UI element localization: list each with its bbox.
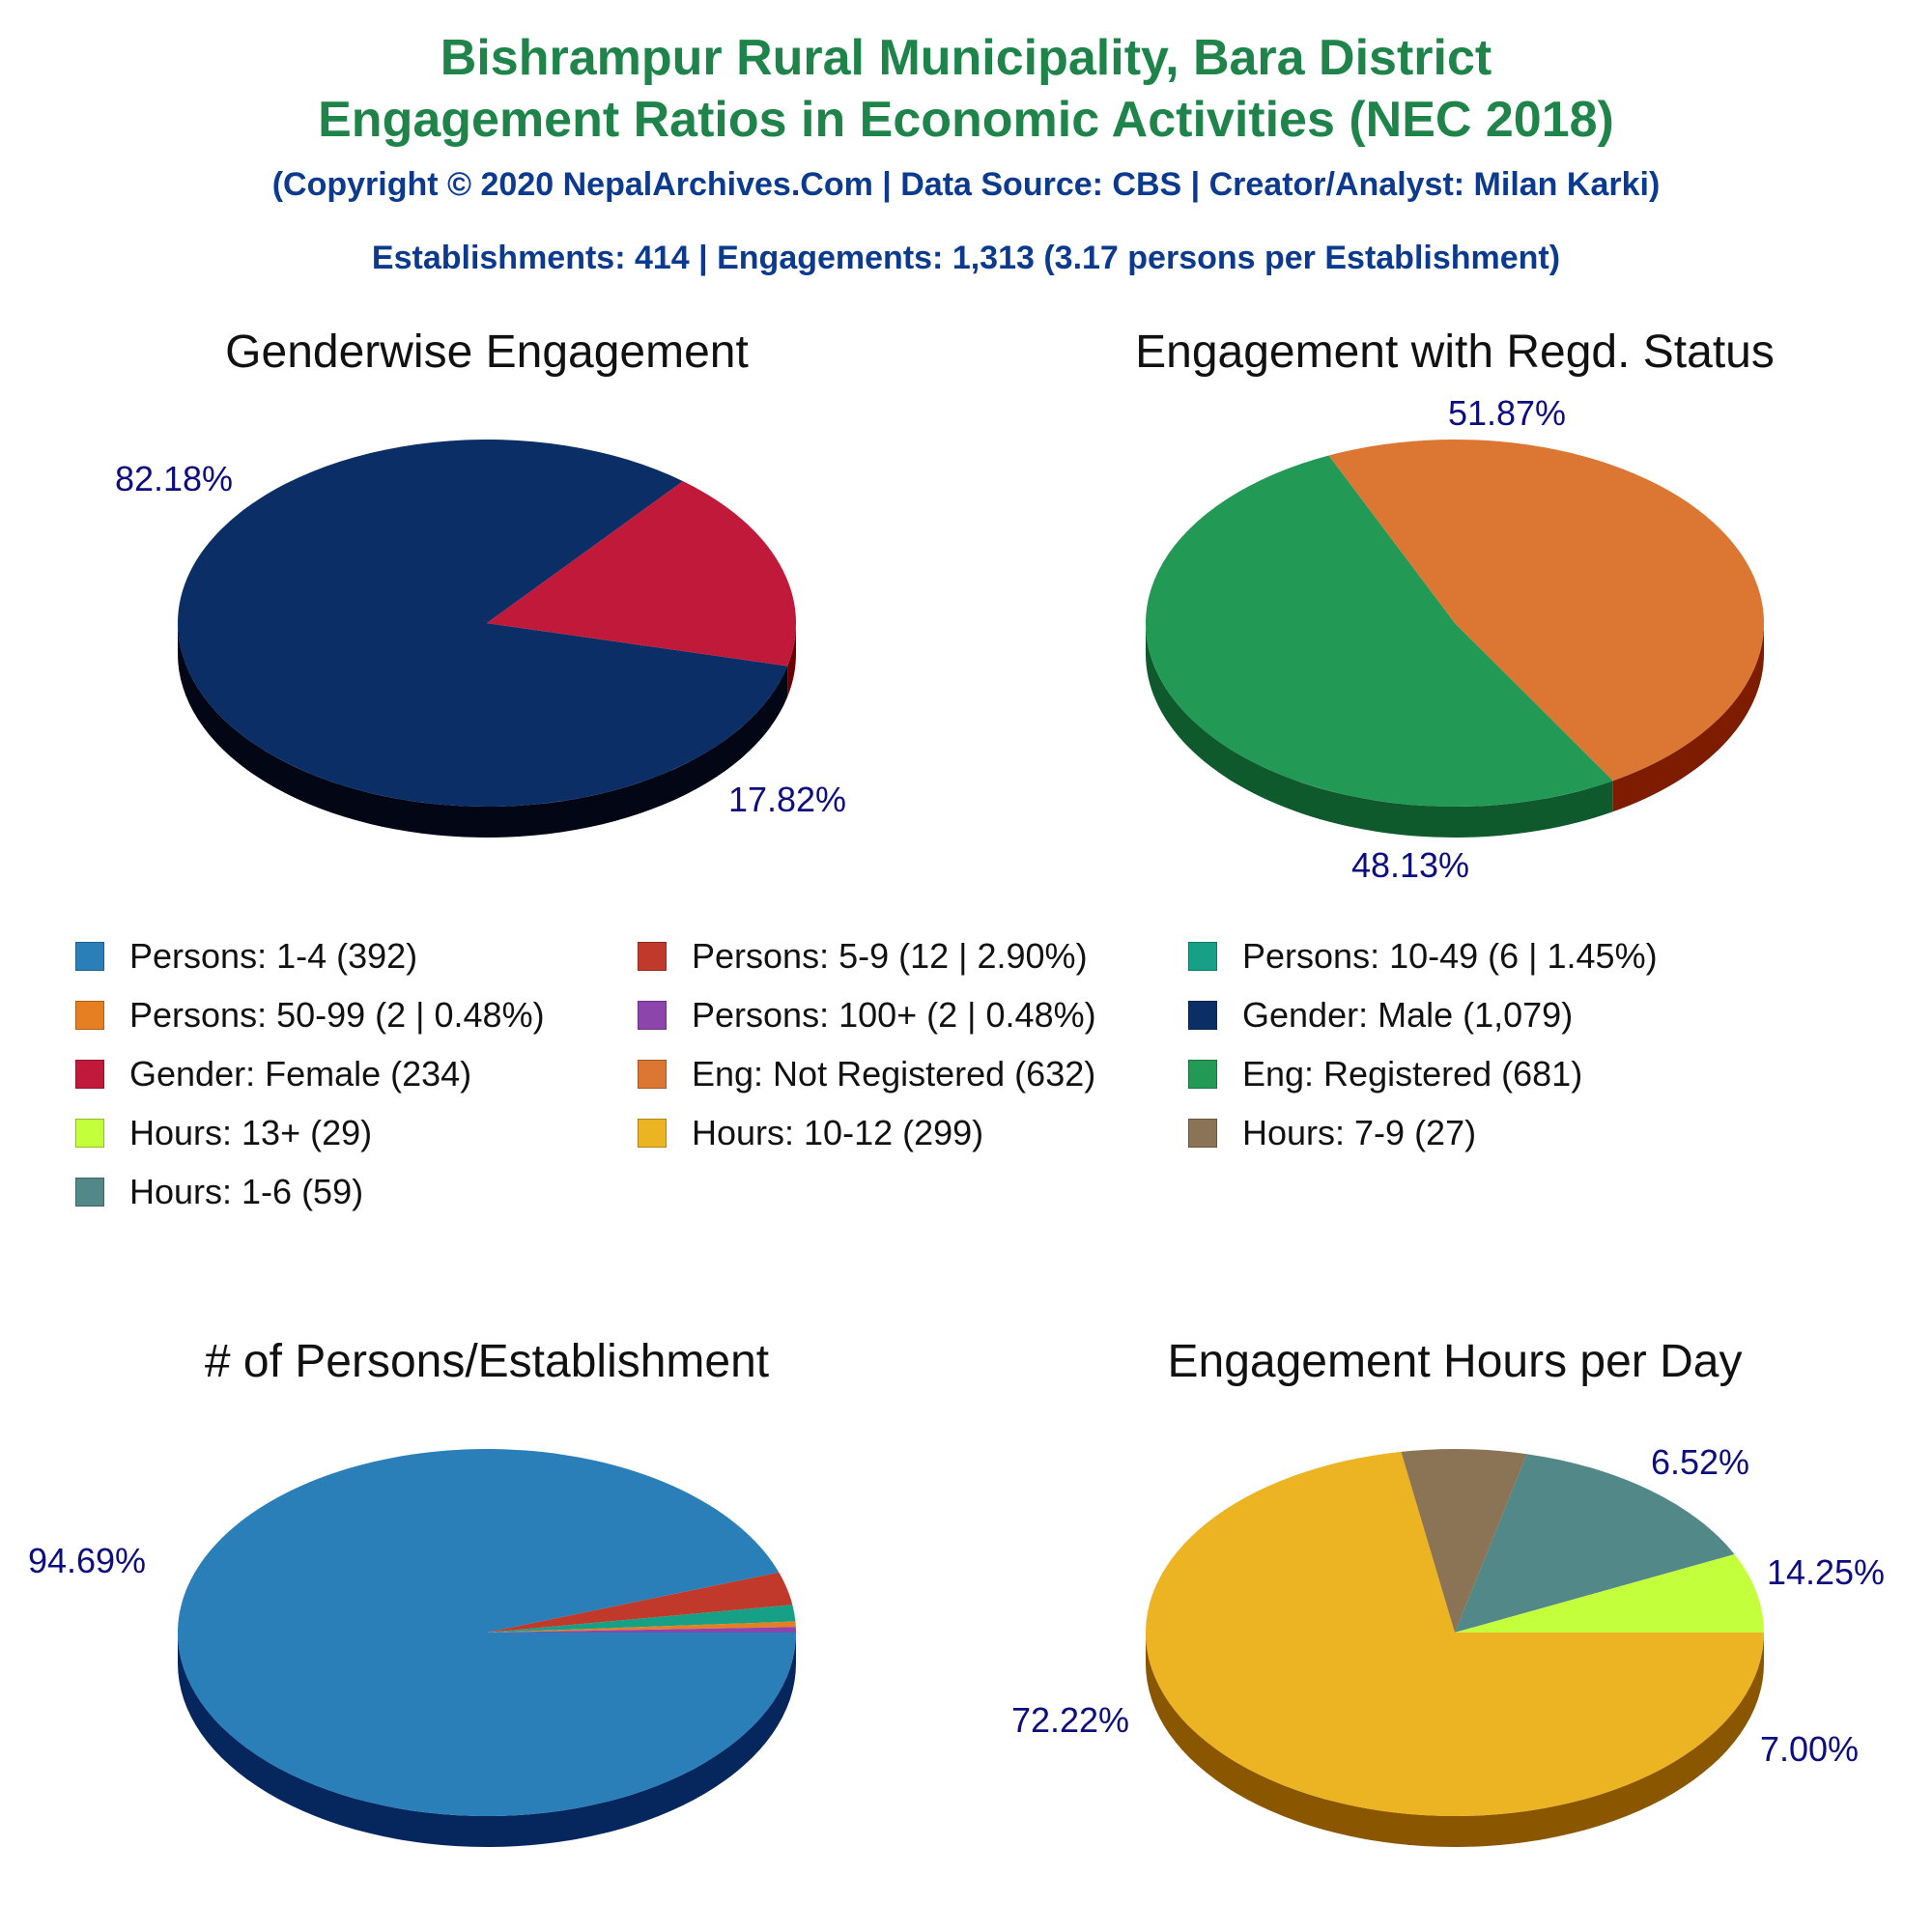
legend-swatch <box>75 1119 104 1148</box>
pie-slice <box>487 1621 796 1633</box>
legend-swatch <box>638 1060 667 1089</box>
pie-slice <box>1401 1449 1527 1633</box>
legend-item: Eng: Registered (681) <box>1188 1053 1582 1095</box>
legend-label: Hours: 7-9 (27) <box>1242 1113 1477 1152</box>
pie-chart: # of Persons/Establishment 94.69% <box>28 1336 796 1847</box>
legend-item: Hours: 7-9 (27) <box>1188 1112 1476 1154</box>
pie-percent-label: 48.13% <box>1351 845 1469 885</box>
legend-label: Persons: 50-99 (2 | 0.48%) <box>129 995 545 1035</box>
chart-title: Engagement with Regd. Status <box>1135 327 1775 378</box>
legend-swatch <box>75 942 104 971</box>
legend-label: Hours: 1-6 (59) <box>129 1172 364 1211</box>
summary-line: Establishments: 414 | Engagements: 1,313… <box>371 240 1561 276</box>
legend-swatch <box>1188 942 1217 971</box>
pie-chart: Genderwise Engagement 82.18% 17.82% <box>115 327 846 838</box>
pie-slice <box>177 1448 796 1816</box>
pie-percent-label: 82.18% <box>115 459 233 498</box>
pie-side <box>1146 1633 1764 1847</box>
legend-swatch <box>638 942 667 971</box>
title-line-2: Engagement Ratios in Economic Activities… <box>318 92 1614 148</box>
legend-swatch <box>1188 1060 1217 1089</box>
legend-swatch <box>1188 1001 1217 1030</box>
legend-item: Persons: 1-4 (392) <box>75 935 417 978</box>
pie-percent-label: 51.87% <box>1448 393 1566 433</box>
pie-percent-label: 72.22% <box>1011 1700 1129 1740</box>
pie-side <box>1612 623 1764 812</box>
legend-swatch <box>75 1178 104 1207</box>
legend-item: Hours: 1-6 (59) <box>75 1171 363 1213</box>
legend-item: Hours: 13+ (29) <box>75 1112 372 1154</box>
pie-slice <box>1146 455 1613 807</box>
pie-slice <box>487 481 796 667</box>
copyright-line: (Copyright © 2020 NepalArchives.Com | Da… <box>271 166 1661 203</box>
pie-percent-label: 17.82% <box>728 780 846 819</box>
pie-slice <box>1455 1554 1764 1633</box>
pie-side <box>1146 623 1613 838</box>
pie-chart: Engagement Hours per Day 72.22% 6.52% 14.25… <box>1011 1336 1885 1847</box>
legend-label: Persons: 1-4 (392) <box>129 936 418 976</box>
pie-percent-label: 6.52% <box>1651 1442 1749 1482</box>
legend-swatch <box>75 1060 104 1089</box>
title-line-1: Bishrampur Rural Municipality, Bara Dist… <box>440 30 1492 86</box>
legend-item: Hours: 10-12 (299) <box>638 1112 983 1154</box>
legend-label: Gender: Female (234) <box>129 1054 472 1094</box>
legend-item: Persons: 100+ (2 | 0.48%) <box>638 994 1096 1037</box>
legend-swatch <box>638 1119 667 1148</box>
legend-label: Gender: Male (1,079) <box>1242 995 1574 1035</box>
pie-slice <box>487 1627 796 1633</box>
legend-label: Hours: 13+ (29) <box>129 1113 373 1152</box>
legend-label: Persons: 5-9 (12 | 2.90%) <box>692 936 1088 976</box>
legend-label: Persons: 100+ (2 | 0.48%) <box>692 995 1096 1035</box>
legend-swatch <box>638 1001 667 1030</box>
legend-item: Gender: Female (234) <box>75 1053 471 1095</box>
chart-title: # of Persons/Establishment <box>205 1336 769 1387</box>
legend-item: Gender: Male (1,079) <box>1188 994 1573 1037</box>
pie-percent-label: 94.69% <box>28 1541 146 1580</box>
pie-side <box>178 623 788 838</box>
legend-item: Persons: 50-99 (2 | 0.48%) <box>75 994 545 1037</box>
chart-title: Engagement Hours per Day <box>1168 1336 1743 1387</box>
pie-side <box>178 1633 796 1847</box>
pie-slice <box>487 1572 793 1633</box>
pie-percent-label: 14.25% <box>1767 1552 1885 1592</box>
legend-swatch <box>1188 1119 1217 1148</box>
legend-label: Eng: Not Registered (632) <box>692 1054 1096 1094</box>
legend-swatch <box>75 1001 104 1030</box>
legend-item: Eng: Not Registered (632) <box>638 1053 1095 1095</box>
pie-slice <box>178 439 788 807</box>
legend-label: Eng: Registered (681) <box>1242 1054 1583 1094</box>
pie-chart: Engagement with Regd. Status 51.87% 48.13% <box>1135 327 1775 885</box>
pie-percent-label: 7.00% <box>1760 1729 1859 1769</box>
legend-label: Hours: 10-12 (299) <box>692 1113 984 1152</box>
chart-title: Genderwise Engagement <box>225 327 749 378</box>
pie-slice <box>1455 1454 1735 1633</box>
legend-item: Persons: 10-49 (6 | 1.45%) <box>1188 935 1658 978</box>
pie-slice <box>1328 439 1765 781</box>
legend-label: Persons: 10-49 (6 | 1.45%) <box>1242 936 1658 976</box>
pie-side <box>787 623 796 697</box>
pie-slice <box>1146 1451 1764 1817</box>
legend-item: Persons: 5-9 (12 | 2.90%) <box>638 935 1088 978</box>
pie-slice <box>487 1605 796 1633</box>
